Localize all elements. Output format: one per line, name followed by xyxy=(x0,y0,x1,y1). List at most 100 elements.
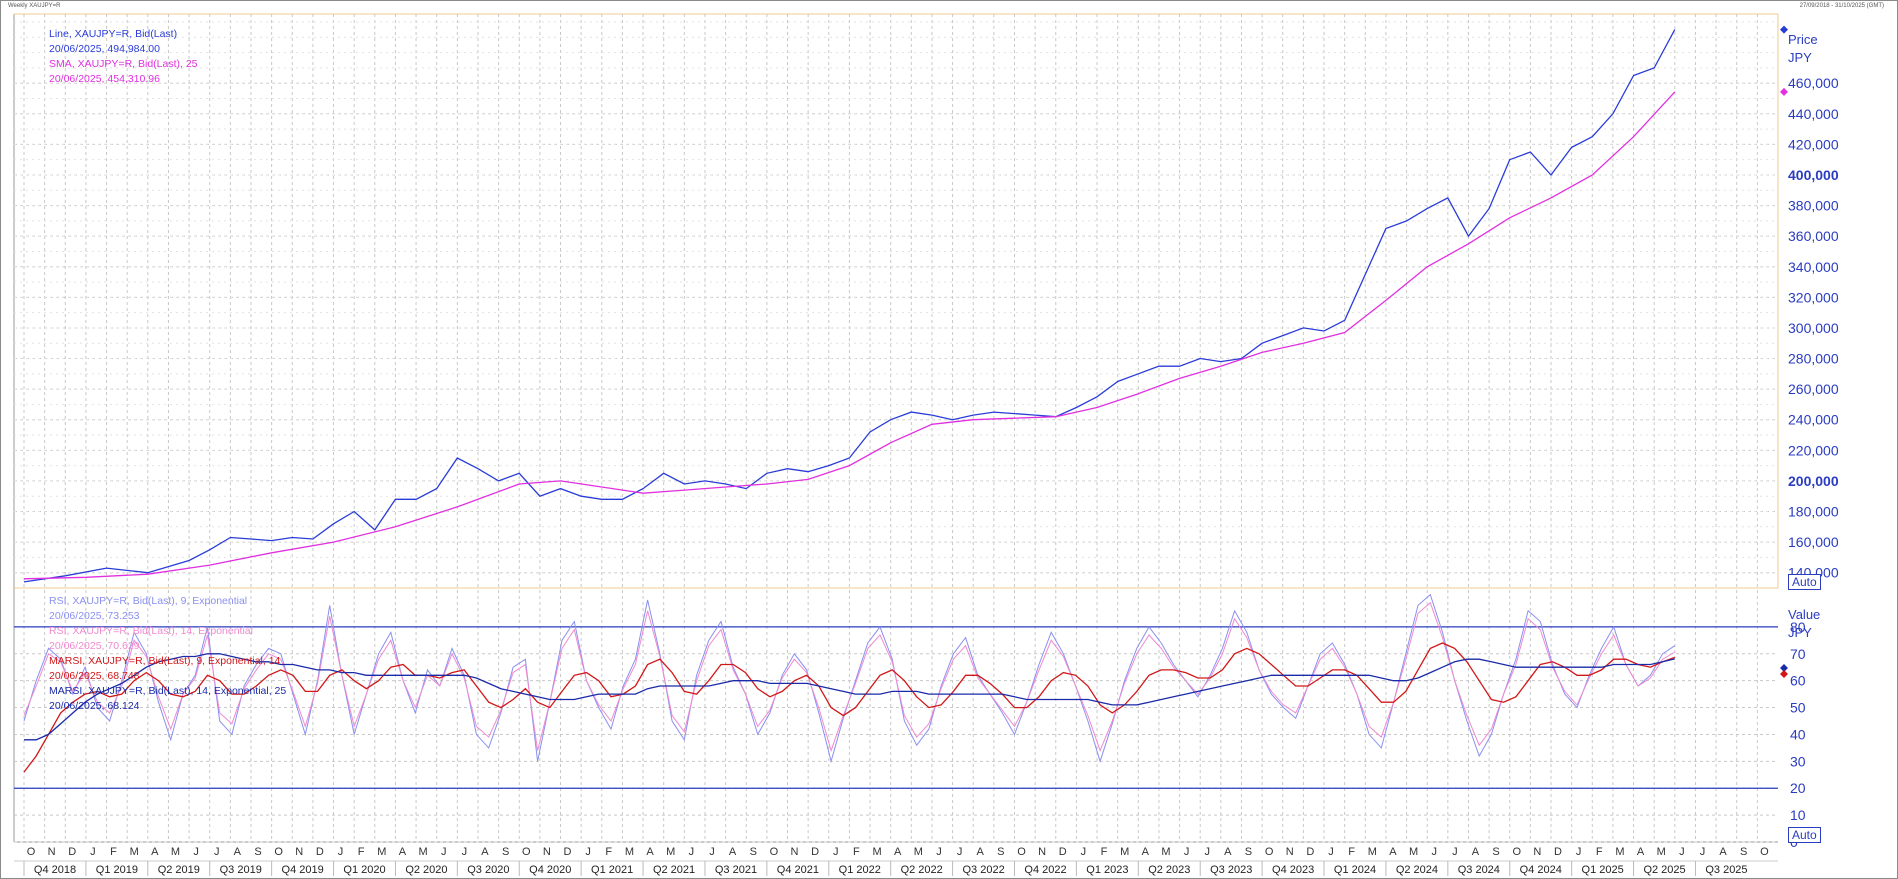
month-tick-label: M xyxy=(914,846,923,858)
month-tick-label: D xyxy=(1059,846,1067,858)
month-tick-label: M xyxy=(872,846,881,858)
quarter-tick-label: Q2 2020 xyxy=(405,864,447,876)
month-tick-label: J xyxy=(462,846,468,858)
month-tick-label: J xyxy=(1452,846,1458,858)
month-tick-label: N xyxy=(543,846,551,858)
month-tick-label: S xyxy=(997,846,1004,858)
month-tick-label: J xyxy=(441,846,447,858)
month-tick-label: A xyxy=(1224,846,1232,858)
marsi9-legend-name: MARSI, XAUJPY=R, Bid(Last), 9, Exponenti… xyxy=(49,655,281,667)
month-tick-label: N xyxy=(48,846,56,858)
month-tick-label: D xyxy=(1306,846,1314,858)
quarter-tick-label: Q1 2019 xyxy=(96,864,138,876)
quarter-tick-label: Q1 2025 xyxy=(1582,864,1624,876)
price-auto-scale-button[interactable]: Auto xyxy=(1788,574,1821,590)
quarter-tick-label: Q1 2024 xyxy=(1334,864,1376,876)
value-tick-label: 10 xyxy=(1790,807,1806,823)
month-tick-label: A xyxy=(1389,846,1397,858)
month-tick-label: J xyxy=(1184,846,1190,858)
marsi14-legend-value: 20/06/2025, 68.124 xyxy=(49,700,140,712)
quarter-tick-label: Q3 2023 xyxy=(1210,864,1252,876)
month-tick-label: J xyxy=(1431,846,1437,858)
month-tick-label: J xyxy=(689,846,695,858)
month-tick-label: M xyxy=(1161,846,1170,858)
line-legend-value: 20/06/2025, 494,984.00 xyxy=(49,43,160,55)
month-tick-label: A xyxy=(234,846,242,858)
month-tick-label: O xyxy=(522,846,531,858)
month-tick-label: M xyxy=(1657,846,1666,858)
month-tick-label: O xyxy=(27,846,36,858)
quarter-tick-label: Q2 2021 xyxy=(653,864,695,876)
line-last-value-marker xyxy=(1780,25,1788,34)
month-tick-label: J xyxy=(936,846,942,858)
month-tick-label: J xyxy=(585,846,591,858)
price-series-line-0 xyxy=(23,29,1676,583)
month-tick-label: M xyxy=(1615,846,1624,858)
quarter-tick-label: Q2 2019 xyxy=(158,864,200,876)
quarter-tick-label: Q4 2019 xyxy=(282,864,324,876)
month-tick-label: A xyxy=(399,846,407,858)
quarter-tick-label: Q3 2022 xyxy=(962,864,1004,876)
month-tick-label: D xyxy=(316,846,324,858)
month-tick-label: O xyxy=(274,846,283,858)
quarter-tick-label: Q4 2021 xyxy=(777,864,819,876)
price-axis-title: Price xyxy=(1788,32,1818,47)
month-tick-label: N xyxy=(791,846,799,858)
month-tick-label: M xyxy=(130,846,139,858)
marsi9-last-value-marker xyxy=(1780,670,1788,678)
month-tick-label: S xyxy=(750,846,757,858)
quarter-tick-label: Q2 2022 xyxy=(901,864,943,876)
price-tick-label: 280,000 xyxy=(1788,351,1839,367)
month-tick-label: J xyxy=(193,846,199,858)
month-tick-label: J xyxy=(338,846,344,858)
month-tick-label: M xyxy=(171,846,180,858)
marsi14-legend-name: MARSI, XAUJPY=R, Bid(Last), 14, Exponent… xyxy=(49,685,287,697)
quarter-tick-label: Q4 2023 xyxy=(1272,864,1314,876)
line-legend-name: Line, XAUJPY=R, Bid(Last) xyxy=(49,28,178,40)
month-tick-label: J xyxy=(1576,846,1582,858)
value-tick-label: 80 xyxy=(1790,619,1806,635)
month-tick-label: A xyxy=(894,846,902,858)
value-axis-unit: JPY xyxy=(1788,625,1812,640)
month-tick-label: J xyxy=(833,846,839,858)
title-bar: Weekly XAUJPY=R 27/09/2018 - 31/10/2025 … xyxy=(0,0,1898,14)
chart-title: Weekly XAUJPY=R xyxy=(8,3,61,9)
month-tick-label: O xyxy=(770,846,779,858)
month-tick-label: A xyxy=(1472,846,1480,858)
month-tick-label: M xyxy=(625,846,634,858)
quarter-tick-label: Q3 2024 xyxy=(1458,864,1500,876)
month-tick-label: A xyxy=(729,846,737,858)
value-tick-label: 40 xyxy=(1790,726,1806,742)
month-tick-label: M xyxy=(1120,846,1129,858)
month-tick-label: M xyxy=(377,846,386,858)
marsi-last-value-marker xyxy=(1780,664,1788,672)
price-tick-label: 460,000 xyxy=(1788,75,1839,91)
month-tick-label: F xyxy=(1596,846,1603,858)
month-tick-label: N xyxy=(1286,846,1294,858)
quarter-tick-label: Q4 2022 xyxy=(1024,864,1066,876)
value-tick-label: 70 xyxy=(1790,646,1806,662)
indicator-series-line-3 xyxy=(24,653,1675,741)
value-auto-scale-button[interactable]: Auto xyxy=(1788,827,1821,843)
month-tick-label: F xyxy=(1348,846,1355,858)
month-tick-label: F xyxy=(358,846,365,858)
value-axis-title: Value xyxy=(1788,607,1821,622)
price-tick-label: 220,000 xyxy=(1788,442,1839,458)
month-tick-label: A xyxy=(1142,846,1150,858)
quarter-tick-label: Q4 2024 xyxy=(1520,864,1562,876)
price-tick-label: 180,000 xyxy=(1788,504,1839,520)
month-tick-label: O xyxy=(1265,846,1274,858)
quarter-tick-label: Q1 2020 xyxy=(343,864,385,876)
price-tick-label: 320,000 xyxy=(1788,289,1839,305)
sma-legend-name: SMA, XAUJPY=R, Bid(Last), 25 xyxy=(49,58,198,70)
quarter-tick-label: Q4 2020 xyxy=(529,864,571,876)
price-tick-label: 380,000 xyxy=(1788,198,1839,214)
quarter-tick-label: Q2 2025 xyxy=(1643,864,1685,876)
value-tick-label: 60 xyxy=(1790,673,1806,689)
rsi14-legend-name: RSI, XAUJPY=R, Bid(Last), 14, Exponentia… xyxy=(49,625,253,637)
month-tick-label: O xyxy=(1760,846,1769,858)
rsi9-legend-name: RSI, XAUJPY=R, Bid(Last), 9, Exponential xyxy=(49,595,248,607)
month-tick-label: M xyxy=(666,846,675,858)
